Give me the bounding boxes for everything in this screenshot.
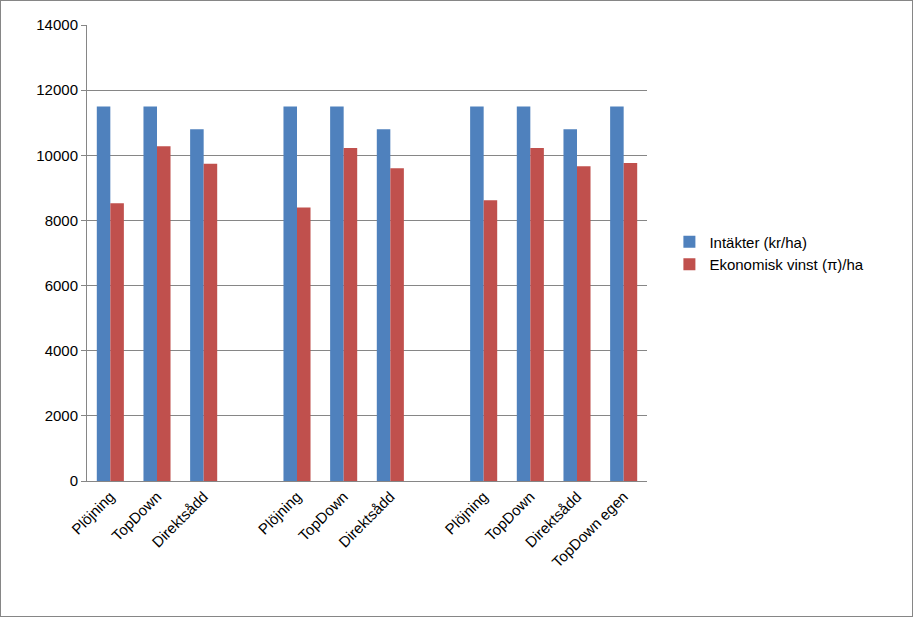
svg-text:10000: 10000 [36, 147, 78, 164]
svg-text:4000: 4000 [45, 342, 78, 359]
svg-text:14000: 14000 [36, 16, 78, 33]
svg-text:12000: 12000 [36, 81, 78, 98]
svg-text:6000: 6000 [45, 277, 78, 294]
svg-text:TopDown: TopDown [295, 488, 351, 544]
svg-text:TopDown: TopDown [108, 488, 164, 544]
svg-text:TopDown: TopDown [482, 488, 538, 544]
svg-text:0: 0 [70, 472, 78, 489]
svg-text:Plöjning: Plöjning [255, 488, 305, 538]
svg-text:2000: 2000 [45, 407, 78, 424]
svg-text:Direktsådd: Direktsådd [335, 488, 398, 551]
svg-text:Plöjning: Plöjning [68, 488, 118, 538]
svg-text:Direktsådd: Direktsådd [148, 488, 211, 551]
svg-text:Ekonomisk vinst (π)/ha: Ekonomisk vinst (π)/ha [709, 256, 863, 273]
svg-text:Intäkter (kr/ha): Intäkter (kr/ha) [709, 234, 807, 251]
svg-text:TopDown egen: TopDown egen [548, 488, 631, 571]
svg-text:8000: 8000 [45, 212, 78, 229]
svg-text:Direktsådd: Direktsådd [522, 488, 585, 551]
svg-text:Plöjning: Plöjning [441, 488, 491, 538]
